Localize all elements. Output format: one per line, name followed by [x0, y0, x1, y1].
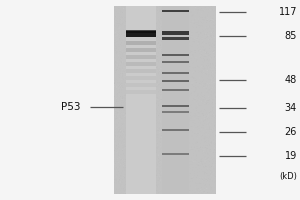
Bar	[126, 55, 156, 59]
Bar	[126, 62, 156, 66]
Bar	[162, 105, 189, 107]
Text: 34: 34	[285, 103, 297, 113]
Bar	[162, 72, 189, 74]
Bar	[162, 31, 189, 35]
Bar	[126, 83, 156, 87]
Bar	[162, 6, 189, 194]
Bar	[126, 48, 156, 52]
Bar	[162, 153, 189, 155]
Bar	[156, 6, 162, 194]
Bar	[162, 111, 189, 113]
Bar	[162, 61, 189, 63]
Bar	[162, 80, 189, 82]
Text: 48: 48	[285, 75, 297, 85]
Bar	[162, 37, 189, 40]
Bar	[126, 90, 156, 94]
Bar	[126, 31, 156, 37]
Bar	[126, 6, 156, 194]
Text: P53: P53	[61, 102, 81, 112]
Bar	[162, 54, 189, 56]
Bar	[126, 69, 156, 73]
Bar	[126, 41, 156, 45]
Bar	[114, 6, 216, 194]
Bar	[162, 129, 189, 131]
Bar	[126, 30, 156, 33]
Text: 117: 117	[278, 7, 297, 17]
Text: (kD): (kD)	[279, 171, 297, 180]
Bar	[114, 6, 126, 194]
Bar	[126, 76, 156, 80]
Bar	[162, 10, 189, 12]
Text: 85: 85	[285, 31, 297, 41]
Text: 19: 19	[285, 151, 297, 161]
Bar	[189, 6, 216, 194]
Bar	[162, 89, 189, 91]
Text: 26: 26	[285, 127, 297, 137]
